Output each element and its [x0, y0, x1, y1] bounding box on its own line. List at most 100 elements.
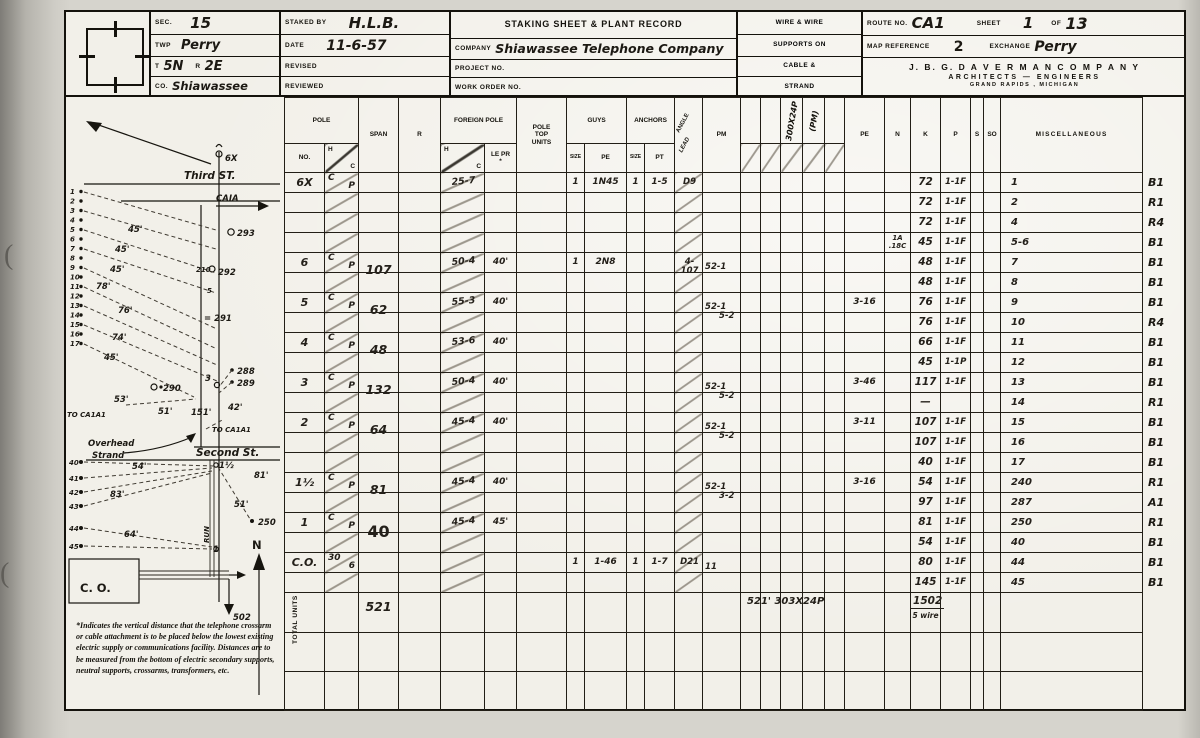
service-dot [79, 284, 83, 289]
cell-n2 [760, 412, 782, 433]
service-dot [79, 256, 83, 260]
cell-blank [824, 671, 846, 711]
span-total-value: 521 [365, 599, 392, 614]
cell-pm: 52-1 5-2 [702, 292, 742, 320]
table-row: 6 C P 107 50-4 40' 1 2N8 4-107 52-1 48 1-1F 7 [284, 252, 1144, 276]
cell-gsz [566, 392, 586, 413]
sec-label: SEC. [155, 19, 173, 27]
cell-pe [844, 312, 886, 333]
cell-asz [626, 392, 646, 413]
cell-apt [644, 572, 676, 593]
service-dot [79, 490, 83, 494]
cell-apt [644, 512, 676, 533]
footnote-text: *Indicates the vertical distance that th… [76, 621, 275, 675]
twp-label: TWP [155, 41, 171, 49]
k-total-value: 1502 [911, 595, 945, 609]
cell-n [884, 572, 912, 593]
cell-pe [844, 252, 886, 273]
cell-gpe: 2N8 [584, 252, 628, 273]
cell-n2 [760, 212, 782, 233]
scan-artifact: ( [4, 240, 14, 271]
cell-gsz [566, 532, 586, 553]
cell-n2 [760, 432, 782, 453]
cell-r [398, 252, 442, 273]
cell-ptu [516, 452, 568, 473]
cell-no [284, 352, 325, 373]
cell-ang [674, 272, 704, 293]
cell-fp: 25-7 [440, 172, 486, 193]
cell-misc: 12 [1000, 352, 1144, 373]
cell-pm [702, 272, 742, 293]
cell-blank [584, 671, 628, 711]
cell-ptu [516, 572, 568, 593]
cell-pe [844, 512, 886, 533]
overhead-strand-arrow [123, 436, 193, 454]
cell-gpe [584, 212, 628, 233]
totals-row: 521 521' 303X24P 1502 5 wire [284, 592, 1144, 633]
h-label: H [444, 146, 449, 153]
cell-ang [674, 572, 704, 593]
cell-p: 1-1P [940, 352, 972, 373]
cell [566, 592, 586, 633]
cell-n4 [802, 532, 826, 553]
table-row: C.O. 30 6 1 1-46 1 1-7 D21 11 80 1-1F 44 [284, 552, 1144, 573]
tick [114, 77, 117, 93]
cell-n5 [824, 452, 846, 473]
cell-asz [626, 292, 646, 313]
service-dot [79, 275, 83, 279]
cell-hc [323, 432, 360, 453]
cell-lepr [484, 312, 518, 333]
range1-value: 5N [163, 59, 184, 74]
diagram-label: 40 [69, 459, 79, 467]
table-row: 76 1-1F 10 [284, 312, 1144, 333]
cell-n [884, 332, 912, 353]
cell-fp [440, 572, 486, 593]
diagram-label: RUN [203, 526, 211, 543]
cell-so [983, 292, 1002, 313]
cell-gpe [584, 432, 628, 453]
service-dot [79, 526, 83, 530]
diagram-label: 17 [70, 340, 80, 348]
col-strand-blank [760, 97, 782, 144]
cell-n4 [802, 212, 826, 233]
header-location-col: SEC. 15 TWP Perry T 5N R 2E CO. Shiawass… [151, 12, 281, 97]
diagram-label: Second St. [196, 447, 259, 459]
cell-n3 [780, 512, 804, 533]
cell-gpe [584, 452, 628, 473]
diagram-label: 292 [218, 268, 236, 278]
cell-ang [674, 372, 704, 393]
cell-n1 [740, 232, 762, 253]
cell-asz [626, 452, 646, 473]
cell-gsz: 1 [566, 552, 586, 573]
cell-ang [674, 392, 704, 413]
cell-blank [780, 632, 804, 672]
cell-p [940, 392, 972, 413]
cell-blank [358, 671, 400, 711]
cell-so [983, 272, 1002, 293]
cell-n5 [824, 252, 846, 273]
cell-n2 [760, 252, 782, 273]
cell-n1 [740, 252, 762, 273]
margin-letter: R1 [1148, 476, 1165, 489]
cell-blank [484, 671, 518, 711]
cell-lepr: 40' [484, 412, 518, 433]
cell-lepr: 40' [484, 252, 518, 273]
cell-n5 [824, 552, 846, 573]
header-staking-col: STAKED BY H.L.B. DATE 11-6-57 REVISED RE… [281, 12, 451, 97]
cell-n1 [740, 492, 762, 513]
cell-n5 [824, 572, 846, 593]
cell-n [884, 492, 912, 513]
cell-n4 [802, 392, 826, 413]
col-anchors: ANCHORS [626, 97, 676, 144]
cell-blank [284, 671, 325, 711]
margin-letter: B1 [1148, 536, 1165, 549]
service-dot [79, 341, 83, 346]
table-row: 48 1-1F 8 [284, 272, 1144, 293]
cell-ptu [516, 432, 568, 453]
cell-gpe [584, 192, 628, 213]
cell-blank [910, 671, 942, 711]
cell-n4 [802, 412, 826, 433]
cell-ptu [516, 552, 568, 573]
cell-n5 [824, 492, 846, 513]
